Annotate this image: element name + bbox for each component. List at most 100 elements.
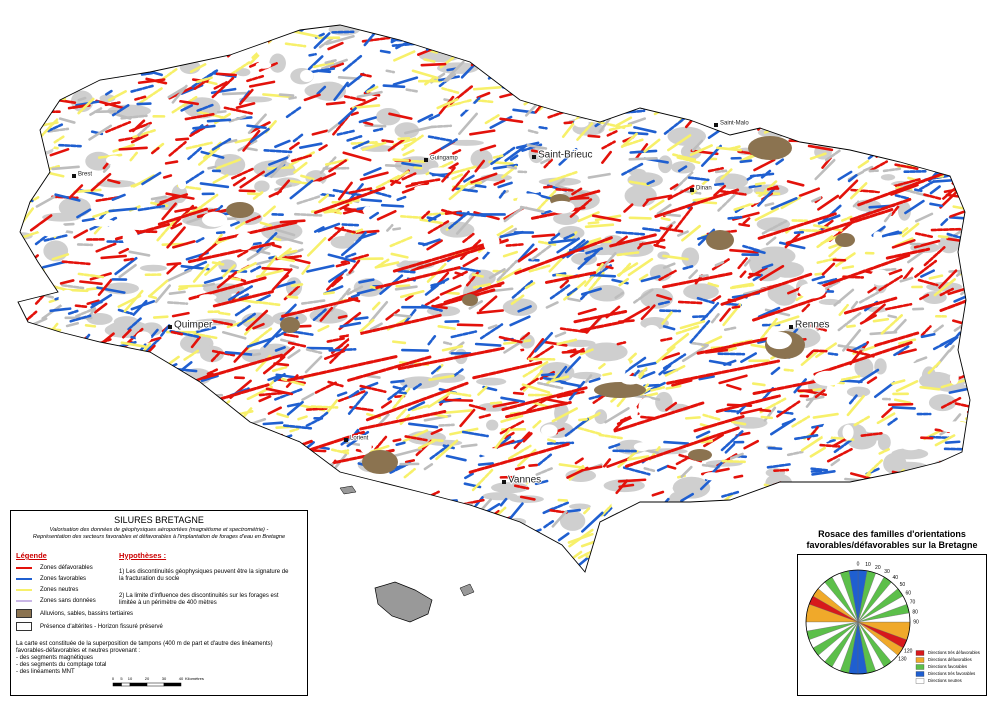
lineament [111,193,126,201]
lineament [144,358,162,371]
lineament [359,384,387,394]
lineament [569,347,585,358]
alterite [512,347,521,356]
lineament [397,269,416,274]
lineament [132,128,157,139]
lineament [929,202,944,208]
lineament [403,467,416,479]
lineament [31,82,42,87]
lineament [376,209,397,221]
lineament [526,338,545,360]
lineament [512,47,531,55]
lineament [412,383,422,391]
lineament [350,293,360,299]
lineament [874,492,891,508]
lineament [568,77,584,85]
lineament [128,383,141,399]
lineament [922,123,938,129]
lineament [331,569,349,572]
lineament [951,166,970,185]
lineament [390,252,409,259]
lineament [677,165,688,173]
lineament [707,129,721,140]
legend-heading: Légende [16,551,47,560]
lineament [389,179,402,185]
lineament [338,555,364,561]
lineament [56,443,66,447]
lineament [393,313,412,318]
lineament [118,263,137,279]
lineament [724,442,736,454]
lineament [472,283,492,289]
lineament [61,260,91,266]
lineament [342,560,372,568]
grey-patch [139,264,167,272]
lineament [831,116,846,128]
lineament [793,109,809,115]
lineament [299,142,323,149]
lineament [935,165,967,172]
alterite [201,211,228,228]
rose-legend-swatch [915,650,925,656]
lineament [478,295,498,312]
lineament [739,407,763,415]
lineament [347,391,369,415]
lineament [198,146,220,166]
lineament [89,107,103,116]
lineament [18,407,34,423]
legend-label: Zones neutres [40,587,79,593]
grey-patch [548,43,591,53]
grey-patch [263,461,307,476]
lineament [235,450,245,457]
lineament [49,307,72,313]
lineament [891,78,913,99]
city-label: Guingamp [430,156,458,162]
lineament [274,228,296,237]
lineament [478,568,505,572]
lineament [123,289,144,313]
lineament [622,519,633,530]
lineament [753,158,776,172]
lineament [492,154,504,159]
lineament [500,396,526,404]
lineament [336,129,357,136]
alterite [516,193,543,208]
lineament [649,570,662,572]
lineament [805,350,814,359]
lineament [613,74,637,79]
lineament [913,356,928,364]
lineament [393,447,423,458]
lineament [174,27,187,32]
lineament [721,551,746,567]
lineament [90,416,121,426]
alterite [475,524,493,537]
lineament [663,440,690,445]
lineament [128,466,159,472]
lineament [957,188,970,193]
lineament [768,92,791,106]
lineament [77,97,95,115]
lineament [385,308,400,321]
lineament [519,495,536,501]
lineament [336,507,359,511]
lineament [306,236,327,257]
alterite [638,397,656,417]
lineament [669,532,690,538]
lineament [918,180,935,191]
lineament [121,55,140,67]
lineament [609,233,658,248]
lineament [252,190,264,200]
lineament [271,243,282,249]
lineament [161,478,176,485]
lineament [875,143,893,158]
lineament [102,165,111,173]
lineament [843,130,873,141]
lineament [789,57,802,62]
lineament [627,455,650,461]
lineament [614,291,625,300]
city-marker [424,158,428,162]
lineament [381,139,394,144]
lineament [690,68,709,82]
lineament [688,269,699,280]
lineament [537,240,557,247]
